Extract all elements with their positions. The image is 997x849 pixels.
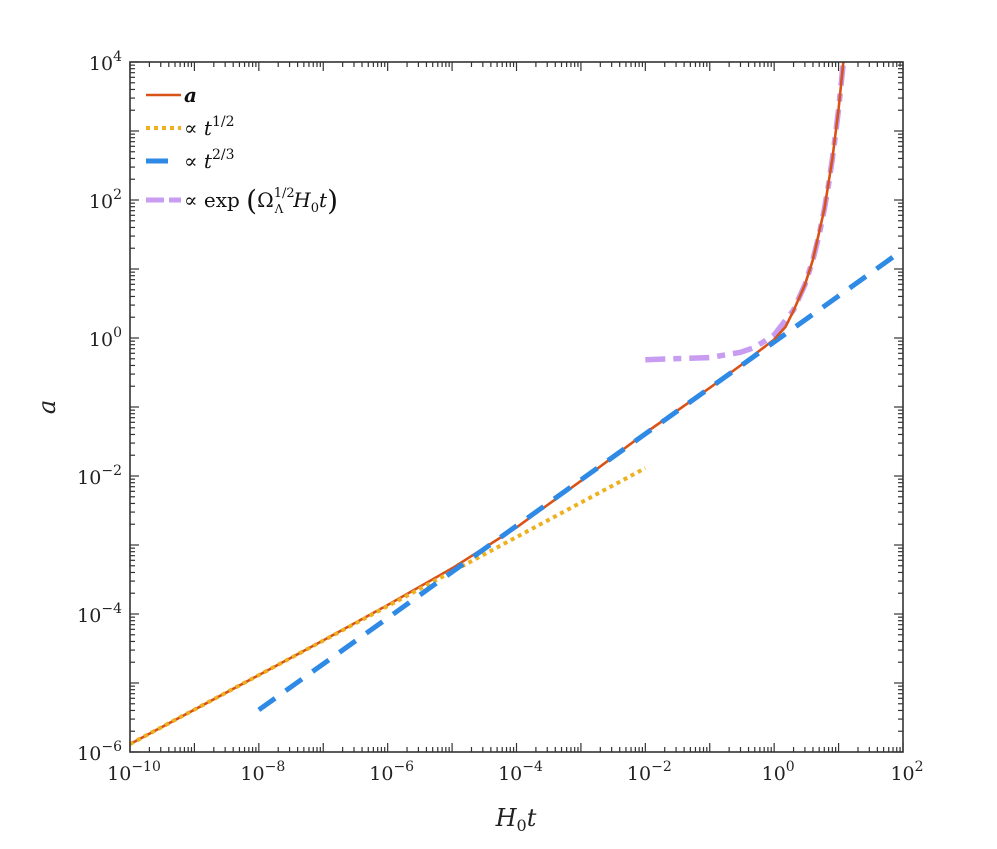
plot-area [130,62,903,752]
y-tick-label: 102 [89,187,122,213]
legend-entry-2: ∝ t2/3 [146,147,234,173]
y-axis-label: a [33,400,61,414]
x-tick-label: 10−4 [498,759,543,785]
legend-label: ∝ exp (Ω1/2 Λ H0t) [184,184,338,217]
series-line-1 [130,466,647,746]
y-tick-label: 100 [89,325,122,351]
x-tick-label: 10−2 [627,759,672,785]
x-tick-label: 102 [890,759,923,785]
x-tick-label: 10−6 [369,759,414,785]
legend-entry-1: ∝ t1/2 [146,114,234,140]
legend-label: ∝ t2/3 [184,147,234,173]
y-tick-label: 10−2 [77,463,122,489]
series-line-a-overlay [773,62,845,341]
legend-label: a [184,83,197,107]
x-tick-label: 10−8 [240,759,285,785]
y-tick-label: 104 [89,49,122,75]
x-tick-label: 10−10 [107,759,161,785]
x-axis-label: H0t [495,804,537,835]
x-tick-label: 100 [762,759,795,785]
y-tick-label: 10−4 [77,601,122,627]
legend-label: ∝ t1/2 [184,114,234,140]
legend-entry-3: ∝ exp (Ω1/2 Λ H0t) [146,184,338,217]
y-tick-label: 10−6 [77,739,122,765]
legend-entry-0: a [146,83,197,107]
